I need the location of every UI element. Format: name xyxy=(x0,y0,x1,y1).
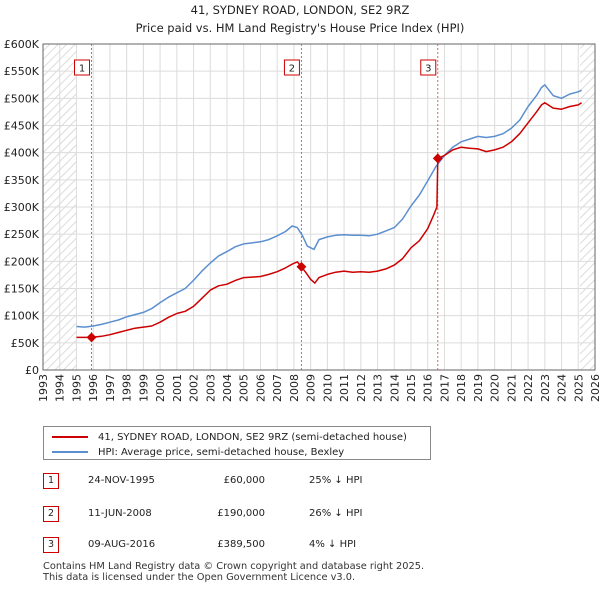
sale-label-box xyxy=(283,59,300,76)
x-tick-label: 1998 xyxy=(121,374,134,402)
sale-label-number: 1 xyxy=(79,64,85,75)
x-tick-label: 2016 xyxy=(422,374,435,402)
sale-date: 24-NOV-1995 xyxy=(88,475,155,486)
sale-point xyxy=(296,261,307,272)
sale-date: 11-JUN-2008 xyxy=(88,508,152,519)
sale-row: 1 24-NOV-1995 £60,000 25% ↓ HPI xyxy=(43,473,583,491)
sale-hpi-diff: 26% ↓ HPI xyxy=(309,508,363,519)
x-tick-label: 1994 xyxy=(54,374,67,402)
x-tick-label: 2024 xyxy=(556,374,569,402)
y-tick-label: £350K xyxy=(4,174,40,187)
x-tick-label: 2021 xyxy=(505,374,518,402)
chart-legend: 41, SYDNEY ROAD, LONDON, SE2 9RZ (semi-d… xyxy=(43,426,431,460)
x-tick-label: 2019 xyxy=(472,374,485,402)
sale-price: £60,000 xyxy=(223,475,265,486)
x-tick-label: 1996 xyxy=(87,374,100,402)
legend-label-property: 41, SYDNEY ROAD, LONDON, SE2 9RZ (semi-d… xyxy=(98,431,407,443)
x-tick-label: 2001 xyxy=(171,374,184,402)
x-tick-label: 2007 xyxy=(271,374,284,402)
x-tick-label: 2012 xyxy=(355,374,368,402)
sale-label-number: 3 xyxy=(425,64,431,75)
legend-label-hpi: HPI: Average price, semi-detached house,… xyxy=(98,446,345,458)
series-line-property xyxy=(76,101,583,339)
x-tick-label: 2026 xyxy=(589,374,600,402)
sale-date: 09-AUG-2016 xyxy=(88,539,156,550)
y-tick-label: £300K xyxy=(4,201,40,214)
chart-title: 41, SYDNEY ROAD, LONDON, SE2 9RZ xyxy=(191,3,410,17)
y-tick-label: £150K xyxy=(4,283,40,296)
x-tick-label: 2023 xyxy=(539,374,552,402)
x-tick-label: 1997 xyxy=(104,374,117,402)
x-tick-label: 1993 xyxy=(37,374,50,402)
sale-price: £190,000 xyxy=(217,508,265,519)
footer: Contains HM Land Registry data © Crown c… xyxy=(43,561,424,583)
x-tick-label: 1999 xyxy=(137,374,150,402)
chart-subtitle: Price paid vs. HM Land Registry's House … xyxy=(136,21,465,35)
sale-label-number: 2 xyxy=(289,64,295,75)
legend-swatch-property xyxy=(52,436,88,438)
footer-licence: This data is licensed under the Open Gov… xyxy=(43,572,356,583)
sale-point xyxy=(86,332,97,343)
x-tick-label: 2011 xyxy=(338,374,351,402)
x-tick-label: 2003 xyxy=(204,374,217,402)
x-tick-label: 2002 xyxy=(188,374,201,402)
x-tick-label: 2014 xyxy=(388,374,401,402)
y-tick-label: £100K xyxy=(4,310,40,323)
sale-hpi-diff: 25% ↓ HPI xyxy=(309,475,363,486)
legend-item-property: 41, SYDNEY ROAD, LONDON, SE2 9RZ (semi-d… xyxy=(52,430,407,444)
x-tick-label: 2015 xyxy=(405,374,418,402)
sale-point xyxy=(432,153,443,164)
x-tick-label: 1995 xyxy=(70,374,83,402)
x-tick-label: 2017 xyxy=(438,374,451,402)
sale-row: 2 11-JUN-2008 £190,000 26% ↓ HPI xyxy=(43,506,583,524)
sale-label-box xyxy=(74,59,91,76)
y-tick-label: £200K xyxy=(4,255,40,268)
x-tick-label: 2025 xyxy=(572,374,585,402)
x-tick-label: 2010 xyxy=(321,374,334,402)
x-tick-label: 2022 xyxy=(522,374,535,402)
legend-item-hpi: HPI: Average price, semi-detached house,… xyxy=(52,445,344,459)
sale-marker-badge: 2 xyxy=(43,506,59,522)
y-tick-label: £600K xyxy=(4,38,40,51)
plot-frame xyxy=(42,43,596,371)
x-tick-label: 2013 xyxy=(372,374,385,402)
x-tick-label: 2008 xyxy=(288,374,301,402)
footer-copyright: Contains HM Land Registry data © Crown c… xyxy=(43,561,425,572)
price-chart: 41, SYDNEY ROAD, LONDON, SE2 9RZ Price p… xyxy=(4,3,600,402)
x-tick-label: 2018 xyxy=(455,374,468,402)
y-tick-label: £250K xyxy=(4,228,40,241)
y-tick-label: £0 xyxy=(25,364,39,377)
sale-label-box xyxy=(420,59,437,76)
sale-marker-badge: 1 xyxy=(43,473,59,489)
x-tick-label: 2000 xyxy=(154,374,167,402)
x-tick-label: 2004 xyxy=(221,374,234,402)
x-tick-label: 2006 xyxy=(254,374,267,402)
y-tick-label: £50K xyxy=(11,337,40,350)
x-tick-label: 2009 xyxy=(305,374,318,402)
sale-row: 3 09-AUG-2016 £389,500 4% ↓ HPI xyxy=(43,537,583,555)
sale-hpi-diff: 4% ↓ HPI xyxy=(309,539,357,550)
legend-swatch-hpi xyxy=(52,451,88,453)
y-tick-label: £400K xyxy=(4,147,40,160)
x-tick-label: 2020 xyxy=(489,374,502,402)
y-tick-label: £500K xyxy=(4,92,40,105)
sale-price: £389,500 xyxy=(217,539,265,550)
x-tick-label: 2005 xyxy=(238,374,251,402)
sale-marker-badge: 3 xyxy=(43,537,59,553)
y-tick-label: £450K xyxy=(4,120,40,133)
y-tick-label: £550K xyxy=(4,65,40,78)
series-line-hpi xyxy=(76,84,582,328)
